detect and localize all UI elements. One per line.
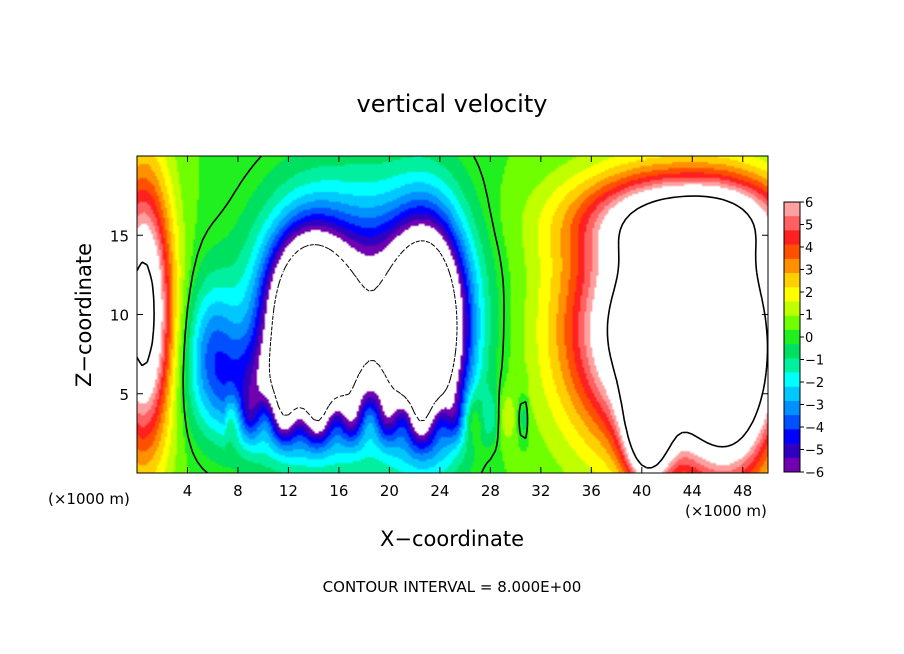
x-tick-label: 48 xyxy=(733,482,752,500)
colorbar-swatch xyxy=(784,244,800,260)
contour-label: 0.00 xyxy=(0,0,16,4)
y-tick-label: 5 xyxy=(119,386,129,404)
colorbar-swatch xyxy=(784,329,800,345)
x-tick-label: 40 xyxy=(632,482,651,500)
contour-labels: 0.000.00 xyxy=(0,0,16,4)
colorbar-swatch xyxy=(784,301,800,317)
colorbar-tick-label: 5 xyxy=(805,219,813,234)
colorbar-swatch xyxy=(784,202,800,217)
colorbar-tick-label: 1 xyxy=(805,309,813,324)
colorbar-swatch xyxy=(784,400,800,416)
colorbar-swatch xyxy=(784,372,800,388)
plot-area xyxy=(137,156,768,473)
chart-title: vertical velocity xyxy=(357,90,548,118)
colorbar-swatch xyxy=(784,273,800,288)
colorbar-swatch xyxy=(784,386,800,402)
colorbar-tick-label: −5 xyxy=(805,444,824,459)
x-tick-label: 44 xyxy=(683,482,702,500)
contour-zero xyxy=(182,156,529,473)
x-axis-title: X−coordinate xyxy=(380,527,524,551)
colorbar-tick-label: 0 xyxy=(805,331,813,346)
colorbar-tick-label: 6 xyxy=(805,196,813,211)
colorbar-swatch xyxy=(784,429,800,445)
x-axis: 4 8 12 16 20 24 28 32 36 40 44 48 xyxy=(183,156,752,500)
colorbar-swatch xyxy=(784,443,800,459)
colorbar-tick-label: −4 xyxy=(805,421,824,436)
x-tick-label: 16 xyxy=(329,482,348,500)
contour-label: 0.00 xyxy=(0,0,16,4)
y-axis-title: Z−coordinate xyxy=(72,243,96,387)
y-axis: 5 10 15 xyxy=(110,227,768,404)
contour-zero xyxy=(137,195,768,469)
x-tick-label: 8 xyxy=(233,482,243,500)
velocity-field xyxy=(137,156,768,473)
colorbar-swatch xyxy=(784,415,800,430)
x-unit-label-right: (×1000 m) xyxy=(685,502,767,520)
colorbar-tick-label: −2 xyxy=(805,376,824,391)
x-tick-label: 24 xyxy=(430,482,449,500)
x-tick-label: 28 xyxy=(481,482,500,500)
colorbar-tick-label: −6 xyxy=(805,466,824,481)
colorbar-swatch xyxy=(784,287,800,302)
colorbar-swatch xyxy=(784,258,800,274)
x-tick-label: 12 xyxy=(279,482,298,500)
x-tick-label: 20 xyxy=(380,482,399,500)
colorbar: 6 5 4 3 2 1 0 −1 −2 −3 −4 −5 −6 xyxy=(783,196,824,481)
colorbar-tick-label: 3 xyxy=(805,264,813,279)
colorbar-tick-label: −1 xyxy=(805,354,824,369)
colorbar-swatch xyxy=(784,315,800,331)
y-tick-label: 10 xyxy=(110,307,129,325)
y-tick-label: 15 xyxy=(110,227,129,245)
contour-negative xyxy=(268,240,458,422)
contour-lines xyxy=(137,156,768,473)
contour-interval-note: CONTOUR INTERVAL = 8.000E+00 xyxy=(323,578,582,596)
x-tick-label: 4 xyxy=(183,482,193,500)
colorbar-tick-label: 4 xyxy=(805,241,813,256)
colorbar-swatch xyxy=(784,457,800,473)
x-tick-label: 36 xyxy=(582,482,601,500)
colorbar-swatch xyxy=(784,216,800,231)
colorbar-swatch xyxy=(784,344,800,359)
colorbar-tick-label: −3 xyxy=(805,399,824,414)
colorbar-tick-label: 2 xyxy=(805,286,813,301)
x-tick-label: 32 xyxy=(531,482,550,500)
colorbar-swatch xyxy=(784,358,800,374)
x-unit-label-left: (×1000 m) xyxy=(48,490,130,508)
colorbar-swatch xyxy=(784,230,800,246)
